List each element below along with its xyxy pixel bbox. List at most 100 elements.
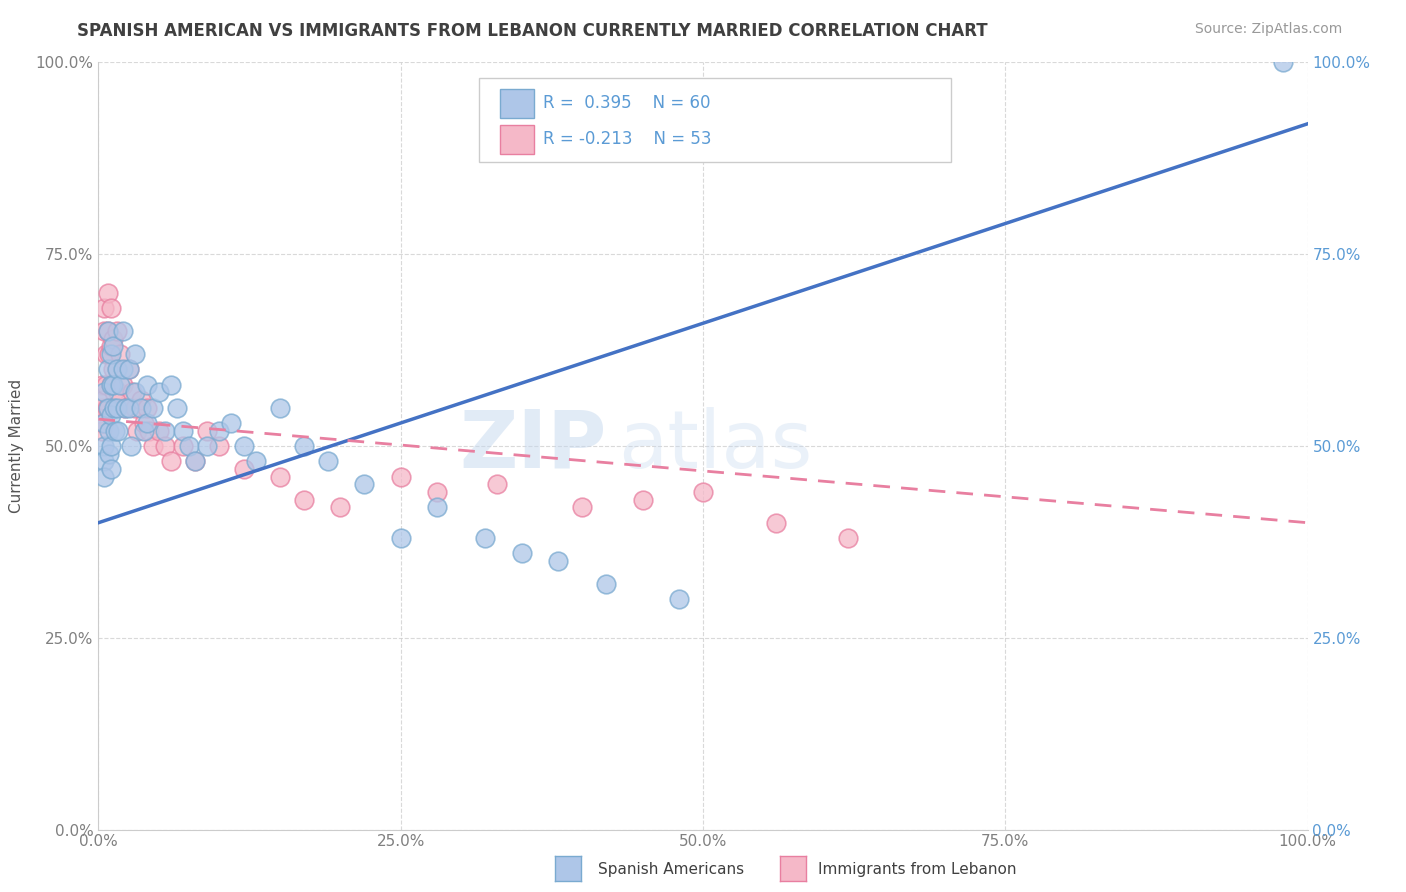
Point: [91, 392, 114, 407]
Point: [153, 424, 176, 438]
Point: [208, 424, 231, 438]
Point: [96, 401, 118, 415]
Point: [103, 385, 125, 400]
Point: [111, 377, 134, 392]
Point: [121, 385, 143, 400]
Point: [172, 424, 194, 438]
Point: [486, 477, 509, 491]
Point: [426, 485, 449, 500]
Point: [118, 401, 141, 415]
Point: [269, 401, 291, 415]
Point: [93, 454, 115, 468]
Point: [105, 362, 128, 376]
Point: [93, 469, 115, 483]
Point: [98, 347, 121, 361]
Point: [160, 377, 183, 392]
Point: [184, 454, 207, 468]
Text: Spanish Americans: Spanish Americans: [598, 863, 744, 877]
Point: [474, 531, 496, 545]
Point: [100, 301, 122, 315]
Point: [93, 416, 115, 430]
Point: [148, 385, 170, 400]
Point: [135, 401, 157, 415]
Point: [142, 401, 165, 415]
Point: [631, 492, 654, 507]
Point: [135, 416, 157, 430]
Bar: [501, 125, 534, 153]
Point: [595, 577, 617, 591]
Point: [692, 485, 714, 500]
Point: [97, 324, 120, 338]
Point: [124, 347, 146, 361]
Point: [97, 324, 120, 338]
Y-axis label: Currently Married: Currently Married: [10, 379, 24, 513]
Point: [118, 362, 141, 376]
Point: [160, 454, 183, 468]
Point: [124, 401, 146, 415]
Point: [837, 531, 859, 545]
Point: [1272, 55, 1295, 70]
Point: [118, 362, 141, 376]
Point: [547, 554, 569, 568]
Point: [100, 377, 122, 392]
Point: [353, 477, 375, 491]
Point: [91, 424, 114, 438]
Point: [232, 462, 254, 476]
Point: [765, 516, 787, 530]
Point: [221, 416, 243, 430]
Point: [97, 401, 120, 415]
Text: SPANISH AMERICAN VS IMMIGRANTS FROM LEBANON CURRENTLY MARRIED CORRELATION CHART: SPANISH AMERICAN VS IMMIGRANTS FROM LEBA…: [77, 22, 988, 40]
Point: [107, 385, 129, 400]
Point: [120, 439, 142, 453]
Point: [148, 424, 170, 438]
Point: [111, 324, 134, 338]
Point: [153, 439, 176, 453]
Point: [208, 439, 231, 453]
Point: [269, 469, 291, 483]
Point: [184, 454, 207, 468]
Point: [389, 469, 412, 483]
Point: [91, 401, 114, 415]
Point: [172, 439, 194, 453]
Point: [100, 409, 122, 423]
Point: [91, 377, 114, 392]
Bar: [501, 88, 534, 118]
Point: [93, 385, 115, 400]
Point: [98, 424, 121, 438]
Point: [292, 439, 315, 453]
Point: [114, 401, 136, 415]
Point: [100, 439, 122, 453]
Point: [100, 462, 122, 476]
Point: [94, 347, 117, 361]
Point: [98, 447, 121, 461]
Point: [124, 385, 146, 400]
Point: [93, 439, 115, 453]
Point: [97, 285, 120, 300]
Text: R =  0.395    N = 60: R = 0.395 N = 60: [543, 94, 711, 112]
Point: [104, 424, 127, 438]
Point: [94, 377, 117, 392]
Point: [105, 401, 128, 415]
Point: [510, 546, 533, 560]
Text: Source: ZipAtlas.com: Source: ZipAtlas.com: [1195, 22, 1343, 37]
Point: [105, 324, 128, 338]
Point: [195, 439, 218, 453]
Point: [142, 439, 165, 453]
Point: [97, 362, 120, 376]
Point: [179, 439, 201, 453]
Point: [134, 424, 156, 438]
Point: [127, 424, 149, 438]
FancyBboxPatch shape: [479, 78, 950, 162]
Point: [101, 377, 124, 392]
Point: [245, 454, 267, 468]
Point: [389, 531, 412, 545]
Point: [426, 500, 449, 515]
Point: [232, 439, 254, 453]
Point: [103, 401, 125, 415]
Point: [114, 401, 136, 415]
Point: [111, 362, 134, 376]
Point: [134, 416, 156, 430]
Point: [316, 454, 339, 468]
Point: [101, 362, 124, 376]
Text: ZIP: ZIP: [458, 407, 606, 485]
